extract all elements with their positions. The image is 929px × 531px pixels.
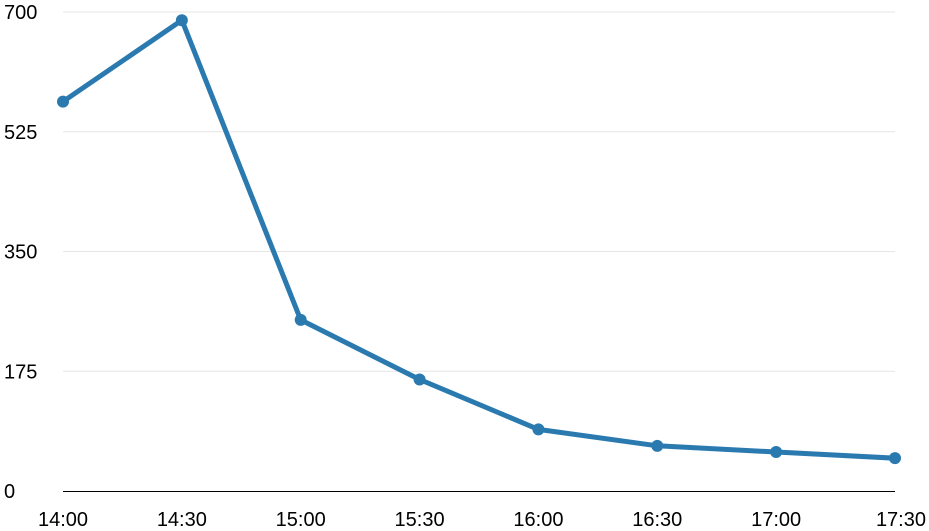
y-tick-label: 525 [4, 122, 37, 144]
data-point [294, 313, 307, 326]
x-tick-label: 14:00 [38, 509, 88, 531]
y-tick-label: 175 [4, 361, 37, 383]
data-point [770, 445, 783, 458]
series-line [60, 17, 898, 461]
x-tick-label: 17:30 [876, 509, 926, 531]
x-tick-label: 17:00 [751, 509, 801, 531]
data-point [651, 439, 664, 452]
data-point [532, 423, 545, 436]
data-point [413, 373, 426, 386]
data-point [889, 452, 901, 465]
y-tick-label: 700 [4, 2, 37, 24]
data-point [175, 14, 188, 27]
x-tick-label: 16:00 [513, 509, 563, 531]
y-axis-tick-labels: 0 175 350 525 700 [4, 2, 37, 503]
series-group [57, 14, 901, 465]
y-tick-label: 350 [4, 242, 37, 264]
x-tick-label: 15:30 [395, 509, 445, 531]
x-tick-label: 15:00 [276, 509, 326, 531]
x-axis-tick-labels: 14:00 14:30 15:00 15:30 16:00 16:30 17:00 17:30 [38, 509, 926, 531]
data-point [57, 95, 69, 108]
x-tick-label: 16:30 [632, 509, 682, 531]
x-tick-label: 14:30 [157, 509, 207, 531]
y-tick-label: 0 [4, 481, 15, 503]
gridlines [63, 11, 895, 372]
